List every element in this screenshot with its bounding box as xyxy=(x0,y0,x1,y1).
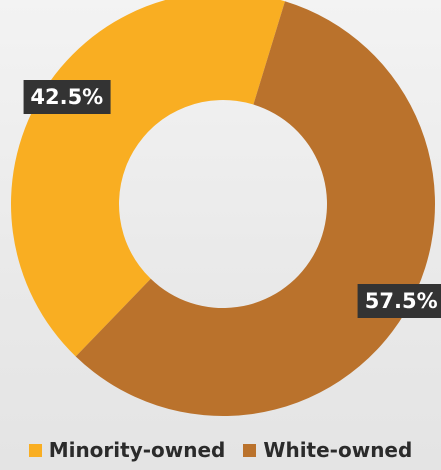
legend-label-white-owned: White-owned xyxy=(263,438,413,462)
data-label-minority-owned: 42.5% xyxy=(23,79,111,114)
legend-item-minority-owned: Minority-owned xyxy=(28,438,226,462)
data-label-white-owned: 57.5% xyxy=(357,284,441,319)
legend-label-minority-owned: Minority-owned xyxy=(48,438,226,462)
legend-swatch-minority-owned xyxy=(28,443,42,457)
legend: Minority-owned White-owned xyxy=(0,438,441,462)
legend-item-white-owned: White-owned xyxy=(243,438,412,462)
donut-slice-white-owned xyxy=(75,1,435,416)
legend-swatch-white-owned xyxy=(243,443,257,457)
